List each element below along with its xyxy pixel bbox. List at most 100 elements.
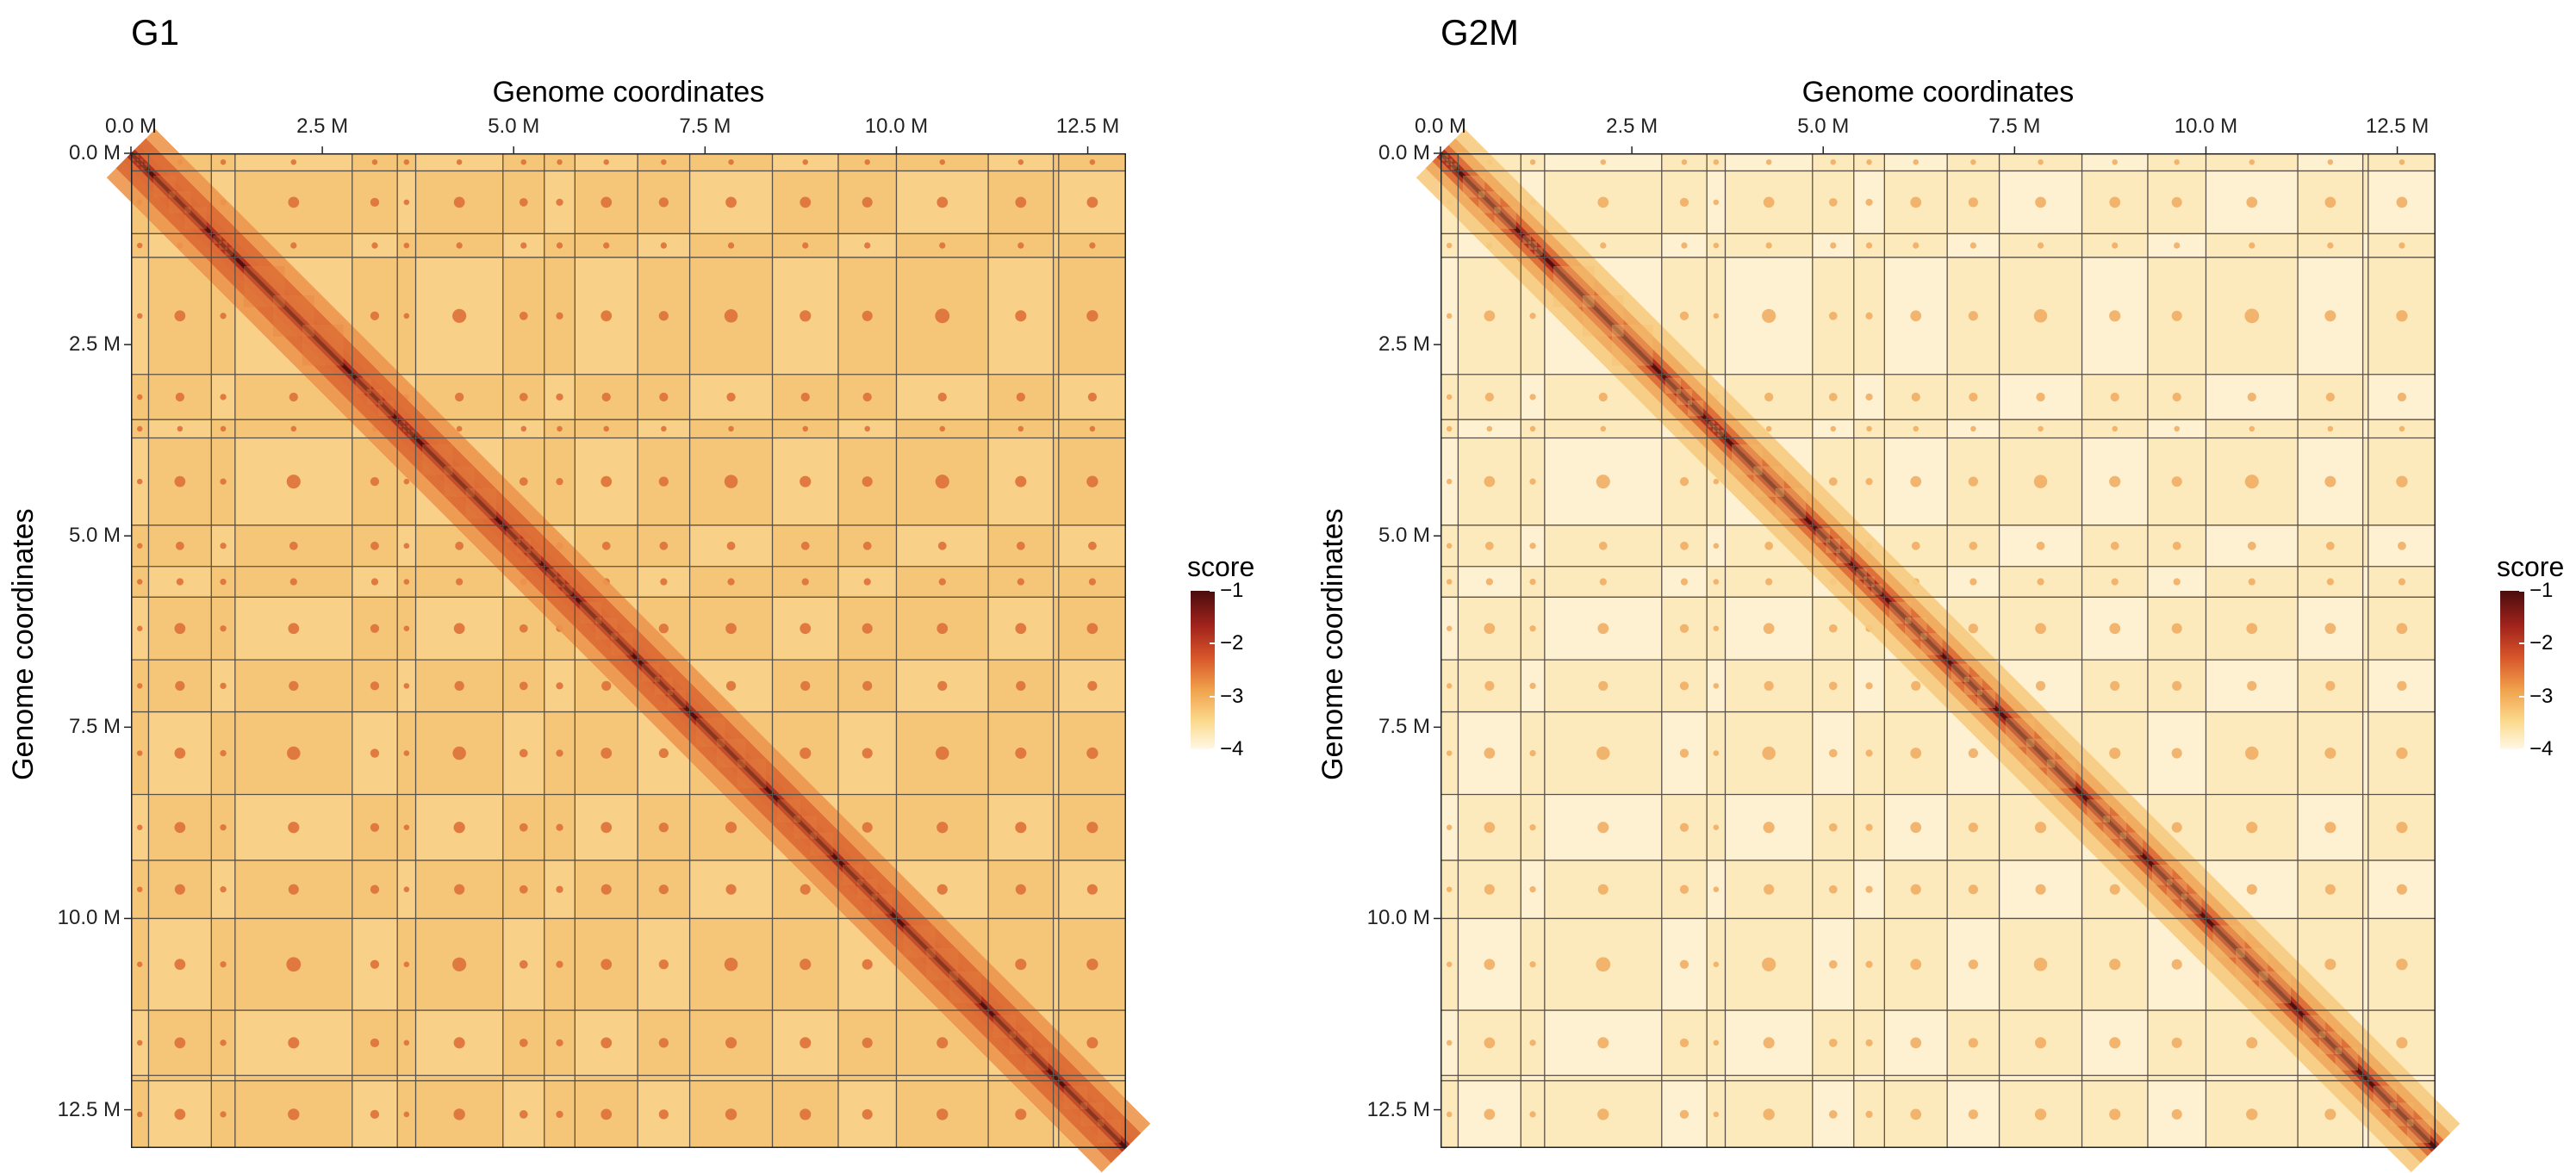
interaction-spot	[2246, 822, 2258, 834]
interaction-spot	[1865, 242, 1873, 249]
interaction-spot	[136, 242, 143, 249]
matrix-block	[2362, 257, 2368, 375]
interaction-spot	[1596, 746, 1610, 760]
tad-domain	[2152, 865, 2173, 885]
interaction-spot	[452, 957, 467, 971]
interaction-spot	[2396, 196, 2408, 208]
interaction-spot	[1599, 578, 1607, 586]
interaction-spot	[600, 959, 613, 971]
matrix-block	[837, 1075, 897, 1081]
interaction-spot	[603, 425, 610, 432]
matrix-block	[689, 1075, 773, 1081]
interaction-spot	[1529, 313, 1536, 320]
interaction-spot	[1713, 961, 1720, 968]
y-tick-label: 5.0 M	[1378, 524, 1430, 548]
interaction-spot	[1017, 158, 1024, 165]
tad-domain	[398, 420, 406, 428]
interaction-spot	[2327, 242, 2334, 249]
interaction-spot	[2398, 578, 2406, 586]
interaction-spot	[1865, 198, 1873, 206]
interaction-spot	[2247, 680, 2257, 691]
interaction-spot	[1763, 822, 1775, 834]
interaction-spot	[136, 750, 143, 756]
interaction-spot	[2174, 425, 2180, 432]
legend-title: score	[1187, 551, 1255, 582]
legend-tick-label: −1	[1220, 579, 1244, 602]
interaction-spot	[220, 682, 227, 690]
interaction-spot	[136, 543, 143, 549]
interaction-spot	[1828, 884, 1838, 894]
interaction-spot	[937, 541, 947, 550]
interaction-spot	[1913, 242, 1920, 249]
interaction-spot	[2246, 623, 2258, 635]
interaction-spot	[1968, 884, 1978, 895]
interaction-spot	[862, 541, 872, 550]
interaction-spot	[519, 1038, 528, 1047]
interaction-spot	[452, 308, 467, 323]
interaction-spot	[520, 425, 527, 432]
tad-domain	[169, 191, 191, 214]
interaction-spot	[603, 158, 609, 165]
interaction-spot	[1015, 310, 1027, 322]
interaction-spot	[287, 746, 301, 760]
interaction-spot	[1446, 313, 1453, 320]
interaction-spot	[600, 310, 613, 322]
interaction-spot	[2324, 1108, 2336, 1120]
interaction-spot	[2327, 158, 2334, 165]
y-tick-label: 10.0 M	[1366, 906, 1430, 930]
interaction-spot	[2038, 425, 2044, 432]
y-tick-label: 12.5 M	[1366, 1097, 1430, 1121]
interaction-spot	[800, 1037, 812, 1049]
tad-domain	[506, 528, 521, 543]
interaction-spot	[1597, 1108, 1609, 1120]
interaction-spot	[1762, 957, 1776, 971]
tad-domain	[1676, 388, 1693, 406]
interaction-spot	[800, 680, 811, 691]
matrix-block	[1053, 257, 1059, 375]
matrix-block	[1053, 860, 1059, 919]
interaction-spot	[1764, 392, 1774, 402]
interaction-spot	[136, 1111, 143, 1118]
matrix-block	[148, 1075, 212, 1081]
interaction-spot	[556, 393, 563, 401]
interaction-spot	[2324, 884, 2336, 895]
interaction-spot	[1446, 425, 1453, 432]
plot-frame	[131, 153, 1126, 1148]
interaction-spot	[1529, 749, 1536, 757]
interaction-spot	[1713, 824, 1720, 831]
interaction-spot	[403, 242, 410, 249]
interaction-spot	[800, 196, 812, 208]
interaction-spot	[1600, 242, 1607, 249]
interaction-spot	[1484, 748, 1496, 759]
interaction-spot	[2244, 475, 2259, 489]
interaction-spot	[936, 746, 949, 760]
x-tick-label: 0.0 M	[1414, 115, 1467, 138]
tad-domain	[810, 832, 834, 856]
interaction-spot	[556, 823, 563, 831]
interaction-spot	[660, 242, 668, 249]
interaction-spot	[1865, 1110, 1873, 1119]
x-tick-label: 7.5 M	[679, 115, 731, 138]
interaction-spot	[519, 681, 528, 691]
interaction-spot	[2326, 578, 2334, 586]
matrix-block	[1725, 1075, 1813, 1081]
interaction-spot	[658, 884, 669, 895]
tad-domain	[1826, 538, 1841, 554]
interaction-spot	[1764, 884, 1775, 895]
y-tick-label: 0.0 M	[1378, 141, 1430, 164]
interaction-spot	[800, 392, 810, 402]
interaction-spot	[1866, 158, 1872, 165]
tad-domain	[526, 549, 542, 564]
x-tick-label: 2.5 M	[1606, 115, 1658, 138]
tad-domain	[1528, 241, 1537, 250]
x-axis-title: Genome coordinates	[492, 76, 765, 109]
interaction-spot	[2396, 1037, 2408, 1049]
interaction-spot	[728, 158, 734, 165]
interaction-spot	[1529, 625, 1536, 632]
matrix-block	[1053, 374, 1059, 420]
tad-domain	[594, 617, 618, 640]
interaction-spot	[1015, 475, 1027, 487]
heatmap-panel-g1: G1 Genome coordinates Genome coordinates…	[7, 12, 1255, 1173]
interaction-spot	[1911, 392, 1920, 402]
interaction-spot	[370, 1109, 380, 1120]
